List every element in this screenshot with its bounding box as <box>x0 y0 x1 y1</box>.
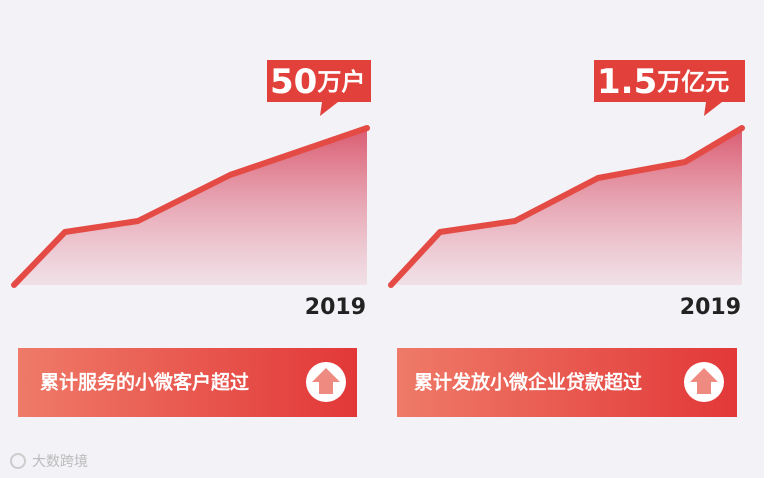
watermark-logo <box>10 453 26 469</box>
panel: 1.5万亿元 2019 累计发放小微企业贷款超过 <box>388 60 745 417</box>
area <box>14 128 367 285</box>
badge <box>594 60 745 116</box>
caption-bar <box>18 348 357 417</box>
badge-text: 50万户 <box>270 62 365 102</box>
badge-unit: 万户 <box>317 68 365 96</box>
up-arrow <box>312 368 340 394</box>
caption-bar <box>397 348 737 417</box>
badge-number: 1.5 <box>597 62 657 102</box>
badge-number: 50 <box>270 62 317 102</box>
area <box>391 128 742 285</box>
up-arrow <box>690 368 718 394</box>
trend-line <box>11 125 370 288</box>
badge-text: 1.5万亿元 <box>597 62 729 102</box>
year: 2019 <box>305 295 366 320</box>
trend-line <box>388 125 745 288</box>
badge <box>267 60 371 116</box>
year: 2019 <box>680 295 741 320</box>
badge-unit: 万亿元 <box>657 68 729 96</box>
caption: 累计发放小微企业贷款超过 <box>414 371 642 394</box>
panel: 50万户 2019 累计服务的小微客户超过 <box>11 60 371 417</box>
edge-strip <box>764 0 778 478</box>
watermark: 大数跨境 <box>32 454 88 470</box>
caption: 累计服务的小微客户超过 <box>40 371 249 394</box>
